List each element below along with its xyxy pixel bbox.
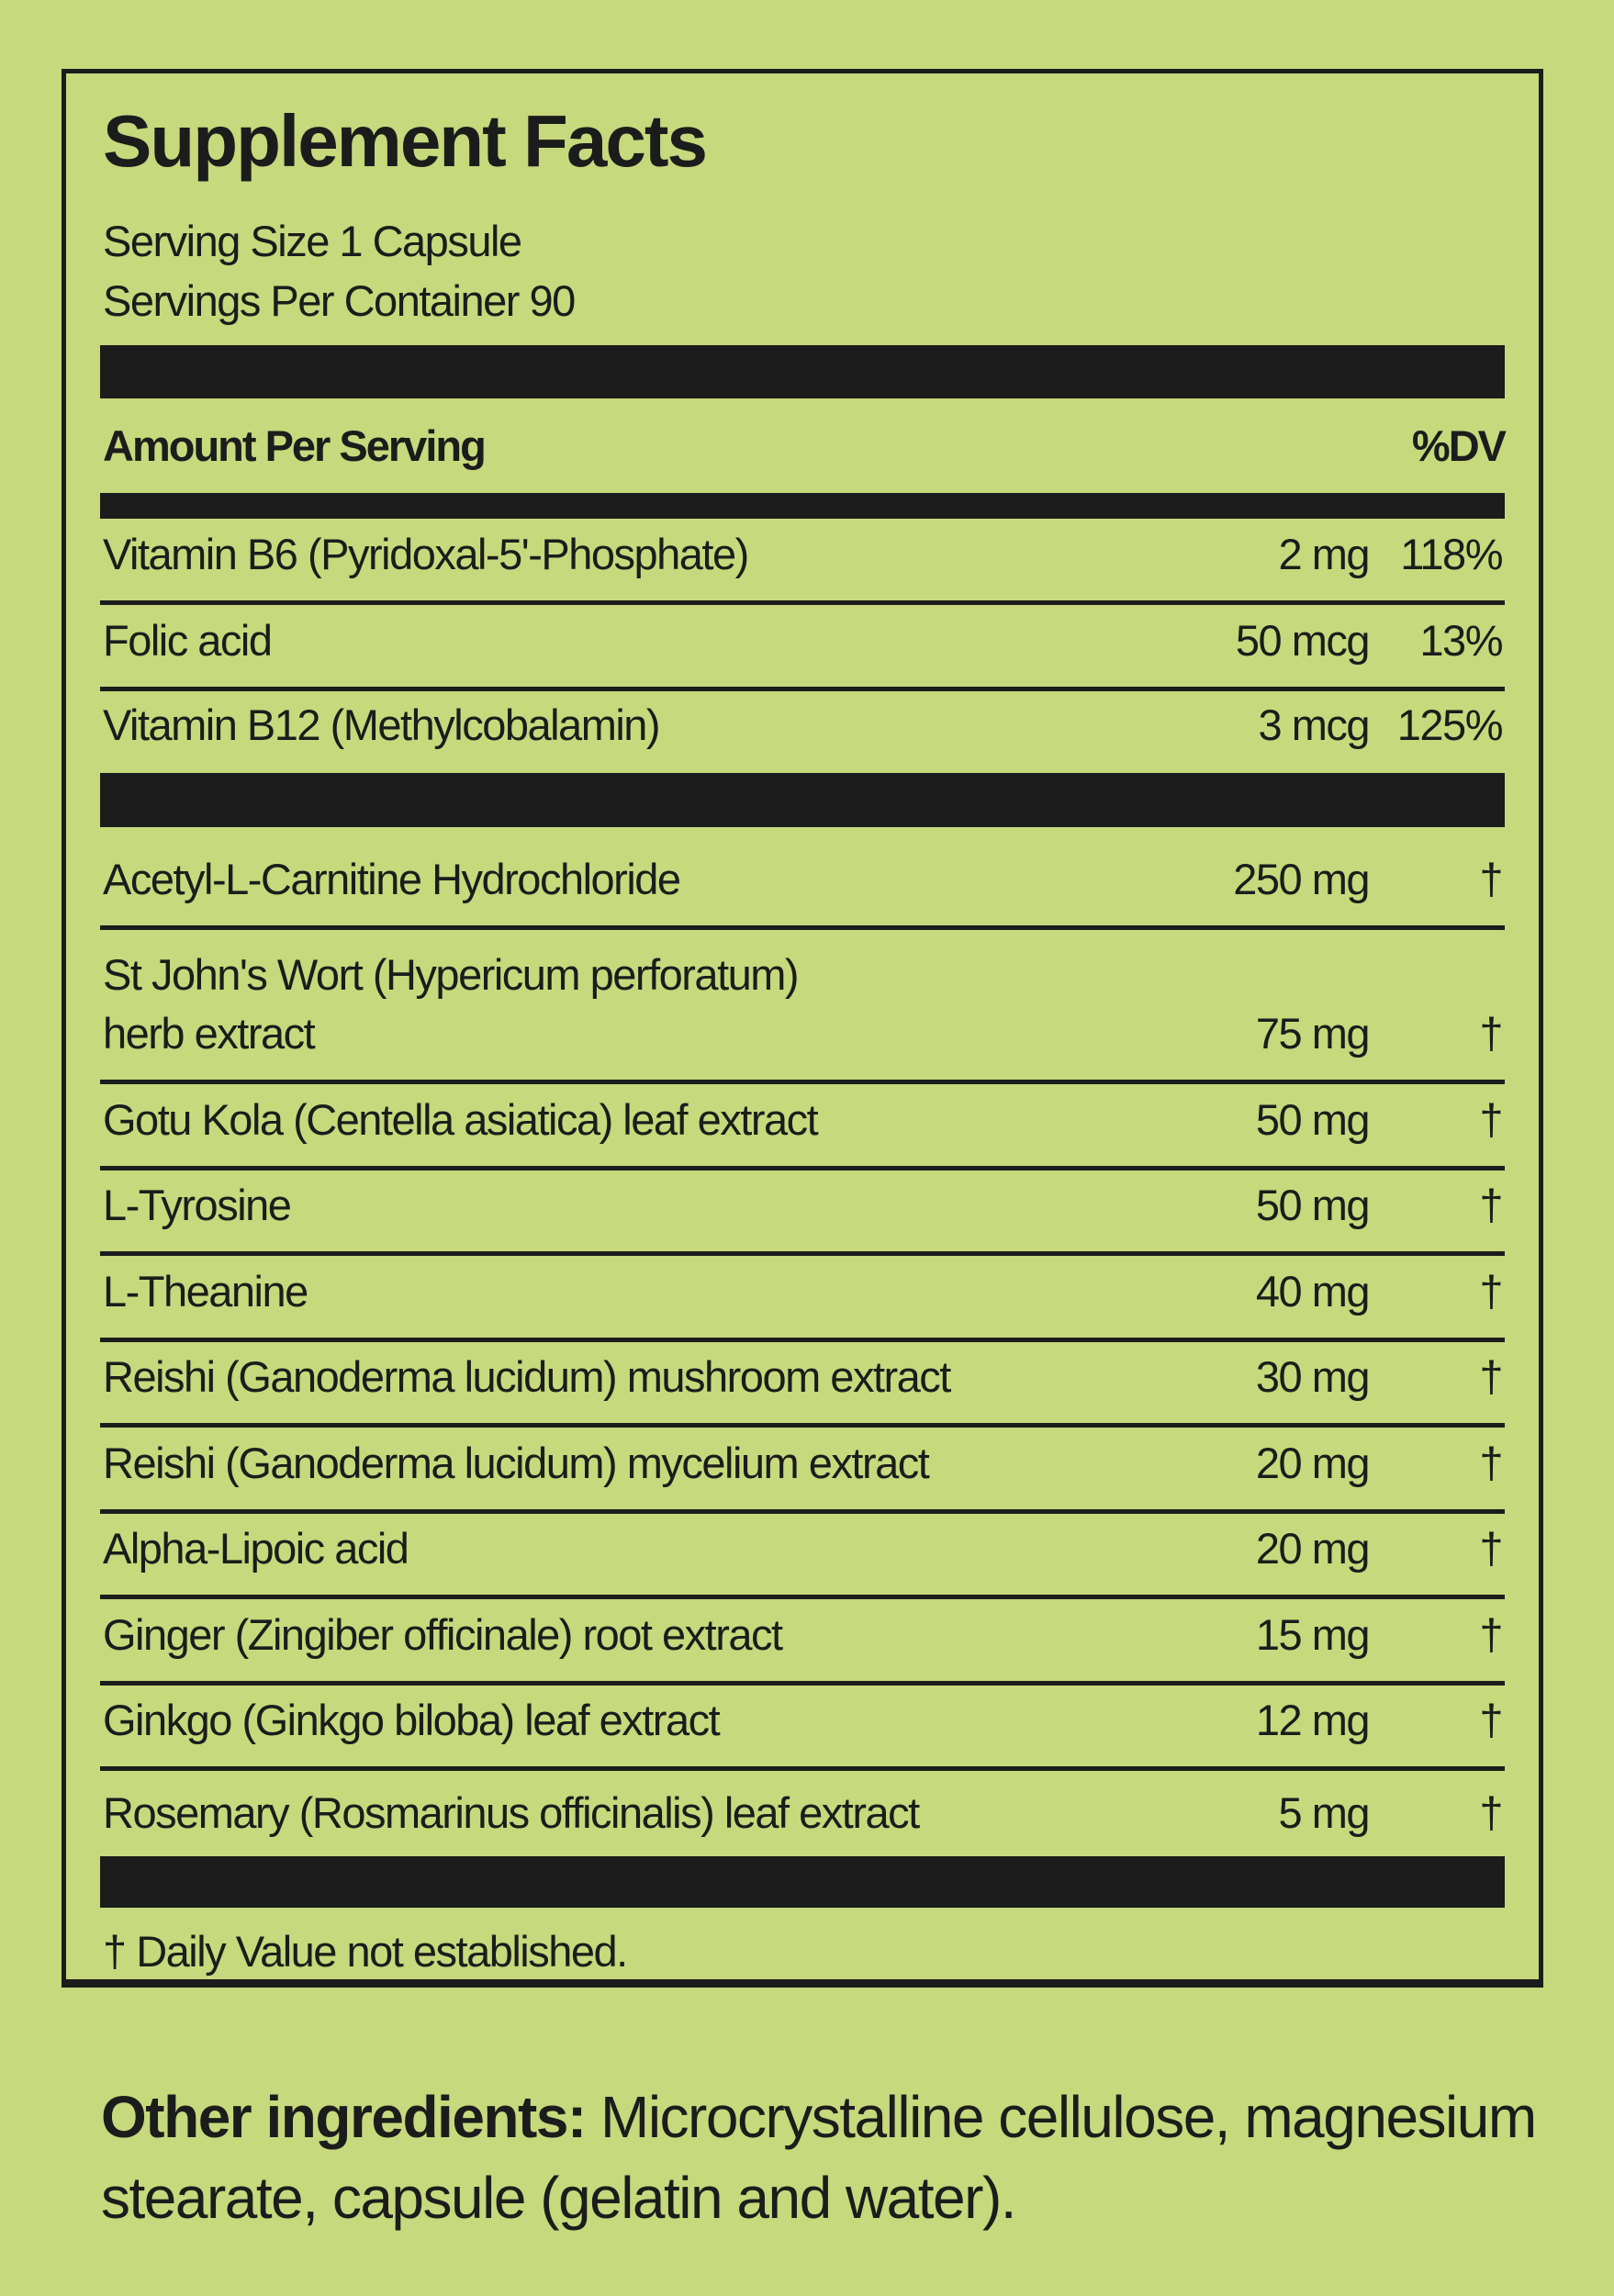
nutrient-dv: † bbox=[1479, 1181, 1503, 1229]
nutrient-dv: 118% bbox=[1400, 530, 1503, 578]
nutrient-name: Ginkgo (Ginkgo biloba) leaf extract bbox=[103, 1696, 721, 1744]
table-row: Gotu Kola (Centella asiatica) leaf extra… bbox=[100, 1084, 1505, 1170]
other-ingredients-label: Other ingredients: bbox=[101, 2084, 587, 2150]
nutrient-amount: 75 mg bbox=[1255, 1009, 1371, 1058]
table-row: Reishi (Ganoderma lucidum) mycelium extr… bbox=[100, 1428, 1505, 1514]
panel-title: Supplement Facts bbox=[103, 100, 708, 182]
serving-size: Serving Size 1 Capsule bbox=[103, 217, 522, 265]
nutrient-dv: † bbox=[1479, 1788, 1503, 1837]
nutrient-dv: † bbox=[1479, 1094, 1503, 1144]
nutrient-amount: 50 mg bbox=[1255, 1181, 1371, 1229]
nutrient-amount: 250 mg bbox=[1233, 855, 1370, 903]
vitamin-rows: Vitamin B6 (Pyridoxal-5'-Phosphate) 2 mg 1… bbox=[100, 519, 1505, 771]
nutrient-amount: 20 mg bbox=[1255, 1524, 1371, 1573]
nutrient-name: Vitamin B12 (Methylcobalamin) bbox=[103, 700, 661, 749]
table-row: Ginger (Zingiber officinale) root extrac… bbox=[100, 1599, 1505, 1686]
nutrient-amount: 40 mg bbox=[1255, 1266, 1371, 1316]
nutrient-dv: † bbox=[1479, 1009, 1503, 1058]
header-amount: Amount Per Serving bbox=[103, 421, 487, 470]
nutrient-amount: 50 mcg bbox=[1235, 616, 1371, 665]
nutrient-amount: 2 mg bbox=[1278, 530, 1371, 578]
nutrient-amount: 12 mg bbox=[1255, 1696, 1371, 1744]
nutrient-dv: † bbox=[1479, 855, 1503, 903]
nutrient-amount: 50 mg bbox=[1255, 1094, 1371, 1144]
supplement-facts-panel: Supplement Facts Serving Size 1 Capsule … bbox=[62, 69, 1543, 1988]
nutrient-dv: † bbox=[1479, 1438, 1503, 1487]
other-ingredients-text: Microcrystalline cellulose, magnesium st… bbox=[101, 2084, 1537, 2231]
table-row: Acetyl-L-Carnitine Hydrochloride 250 mg † bbox=[100, 827, 1505, 930]
thick-divider bbox=[100, 1856, 1505, 1908]
nutrient-dv: † bbox=[1479, 1352, 1503, 1401]
nutrient-amount: 30 mg bbox=[1255, 1352, 1371, 1401]
nutrient-name: Folic acid bbox=[103, 616, 273, 665]
thick-divider bbox=[100, 773, 1505, 827]
nutrient-dv: † bbox=[1479, 1696, 1503, 1744]
table-row: Alpha-Lipoic acid 20 mg † bbox=[100, 1514, 1505, 1599]
table-row: L-Theanine 40 mg † bbox=[100, 1256, 1505, 1342]
nutrient-name: St John's Wort (Hypericum perforatum) he… bbox=[103, 950, 800, 1058]
nutrient-dv: † bbox=[1479, 1524, 1503, 1573]
nutrient-amount: 15 mg bbox=[1255, 1609, 1371, 1659]
nutrient-name: Acetyl-L-Carnitine Hydrochloride bbox=[103, 855, 681, 903]
header-dv: %DV bbox=[1411, 421, 1507, 470]
ingredient-rows: Acetyl-L-Carnitine Hydrochloride 250 mg † S… bbox=[100, 827, 1505, 1859]
nutrient-amount: 5 mg bbox=[1278, 1788, 1371, 1837]
nutrient-name: Ginger (Zingiber officinale) root extrac… bbox=[103, 1609, 783, 1659]
table-row: Ginkgo (Ginkgo biloba) leaf extract 12 mg… bbox=[100, 1686, 1505, 1771]
medium-divider bbox=[100, 493, 1505, 519]
nutrient-dv: † bbox=[1479, 1266, 1503, 1316]
table-row: St John's Wort (Hypericum perforatum) he… bbox=[100, 930, 1505, 1084]
thick-divider bbox=[100, 345, 1505, 398]
nutrient-dv: 13% bbox=[1419, 616, 1503, 665]
column-header: Amount Per Serving %DV bbox=[103, 420, 1507, 471]
nutrient-dv: † bbox=[1479, 1609, 1503, 1659]
nutrient-name: Vitamin B6 (Pyridoxal-5'-Phosphate) bbox=[103, 530, 749, 578]
nutrient-name: Gotu Kola (Centella asiatica) leaf extra… bbox=[103, 1094, 819, 1144]
nutrient-dv: 125% bbox=[1396, 700, 1504, 749]
nutrient-amount: 3 mcg bbox=[1258, 700, 1371, 749]
nutrient-name: Rosemary (Rosmarinus officinalis) leaf e… bbox=[103, 1788, 920, 1837]
servings-per-container: Servings Per Container 90 bbox=[103, 276, 576, 325]
other-ingredients: Other ingredients: Microcrystalline cell… bbox=[101, 2077, 1570, 2238]
nutrient-name: Alpha-Lipoic acid bbox=[103, 1524, 409, 1573]
table-row: Folic acid 50 mcg 13% bbox=[100, 605, 1505, 691]
table-row: Reishi (Ganoderma lucidum) mushroom extr… bbox=[100, 1342, 1505, 1428]
table-row: Rosemary (Rosmarinus officinalis) leaf e… bbox=[100, 1771, 1505, 1859]
nutrient-name: Reishi (Ganoderma lucidum) mushroom extr… bbox=[103, 1352, 951, 1401]
nutrient-name: L-Theanine bbox=[103, 1266, 308, 1316]
table-row: Vitamin B6 (Pyridoxal-5'-Phosphate) 2 mg 1… bbox=[100, 519, 1505, 605]
nutrient-name: Reishi (Ganoderma lucidum) mycelium extr… bbox=[103, 1438, 930, 1487]
nutrient-amount: 20 mg bbox=[1255, 1438, 1371, 1487]
footnote: † Daily Value not established. bbox=[103, 1927, 628, 1976]
table-row: L-Tyrosine 50 mg † bbox=[100, 1170, 1505, 1256]
nutrient-name: L-Tyrosine bbox=[103, 1181, 292, 1229]
table-row: Vitamin B12 (Methylcobalamin) 3 mcg 125% bbox=[100, 691, 1505, 771]
